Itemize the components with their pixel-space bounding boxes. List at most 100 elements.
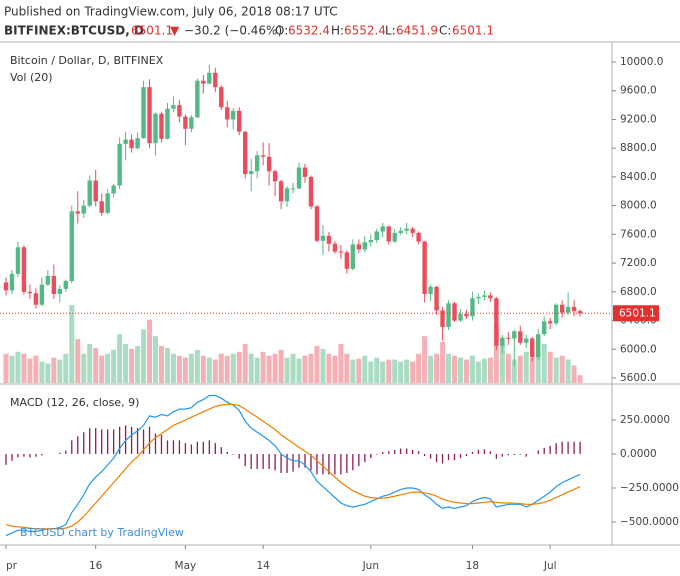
volume-bar bbox=[547, 351, 553, 383]
volume-bar bbox=[541, 344, 547, 383]
candle-body bbox=[260, 155, 266, 157]
volume-bar bbox=[290, 353, 296, 383]
candle-body bbox=[320, 235, 326, 241]
volume-bar bbox=[535, 353, 541, 383]
volume-bar bbox=[188, 353, 194, 383]
candle-body bbox=[524, 338, 529, 343]
volume-bar bbox=[266, 355, 272, 383]
open-label: O: bbox=[275, 24, 288, 38]
candle-body bbox=[356, 244, 362, 250]
candle-body bbox=[338, 251, 344, 253]
candle-body bbox=[9, 273, 15, 291]
volume-bar bbox=[63, 353, 69, 383]
volume-bar bbox=[21, 353, 27, 383]
volume-bar bbox=[111, 349, 117, 383]
volume-bar bbox=[499, 344, 505, 383]
candle-body bbox=[183, 116, 188, 129]
published-note: Published on TradingView.com, July 06, 2… bbox=[4, 5, 338, 19]
volume-bar bbox=[27, 358, 33, 383]
volume-bar bbox=[129, 348, 135, 383]
volume-bar bbox=[206, 357, 212, 383]
x-tick-label: 18 bbox=[466, 560, 479, 572]
candle-body bbox=[392, 232, 397, 242]
candle-body bbox=[416, 232, 421, 242]
y-tick-label: 10000.0 bbox=[620, 56, 663, 68]
volume-bar bbox=[200, 355, 206, 383]
volume-bar bbox=[356, 358, 362, 383]
high-label: H: bbox=[331, 24, 344, 38]
candle-body bbox=[254, 155, 260, 172]
candle-body bbox=[248, 171, 254, 175]
y-tick-label: 7600.0 bbox=[620, 228, 657, 240]
candle-body bbox=[153, 113, 158, 144]
volume-bar bbox=[170, 353, 176, 383]
volume-bar bbox=[296, 358, 302, 383]
candle-body bbox=[81, 205, 86, 214]
candle-body bbox=[15, 247, 21, 274]
candle-body bbox=[547, 321, 553, 324]
y-tick-label: −250.0000 bbox=[620, 482, 679, 494]
candle-body bbox=[332, 243, 338, 252]
candle-body bbox=[368, 240, 373, 243]
volume-bar bbox=[182, 357, 188, 383]
candle-body bbox=[266, 156, 272, 172]
candle-body bbox=[506, 337, 511, 339]
volume-bar bbox=[75, 339, 81, 383]
volume-bar bbox=[517, 355, 523, 383]
change: −30.2 (−0.46%) bbox=[184, 24, 282, 38]
volume-bar bbox=[69, 305, 75, 383]
volume-bar bbox=[284, 357, 290, 383]
volume-bar bbox=[314, 345, 320, 383]
candle-body bbox=[207, 72, 212, 84]
candle-body bbox=[577, 311, 583, 314]
volume-bar bbox=[446, 353, 452, 383]
candle-body bbox=[129, 139, 134, 149]
volume-bar bbox=[368, 361, 374, 383]
y-tick-label: 8800.0 bbox=[620, 142, 657, 154]
candle-body bbox=[308, 176, 314, 207]
volume-bar bbox=[559, 355, 565, 383]
volume-bar bbox=[553, 357, 559, 383]
macd-line bbox=[5, 394, 581, 537]
volume-bar bbox=[511, 359, 517, 383]
candle-body bbox=[225, 107, 230, 120]
candle-body bbox=[386, 226, 391, 242]
volume-bar bbox=[81, 353, 87, 383]
candle-body bbox=[51, 276, 57, 294]
volume-bar bbox=[302, 355, 308, 383]
volume-bar bbox=[242, 344, 248, 383]
candle-body bbox=[512, 331, 517, 339]
volume-bar bbox=[505, 353, 511, 383]
volume-bar bbox=[481, 358, 487, 383]
volume-bar bbox=[224, 355, 230, 383]
candle-body bbox=[290, 188, 296, 190]
candle-body bbox=[99, 201, 104, 213]
candle-body bbox=[565, 306, 571, 313]
candle-body bbox=[189, 117, 194, 129]
candle-body bbox=[87, 180, 92, 206]
plot bbox=[3, 64, 583, 537]
volume-bar bbox=[99, 355, 105, 383]
candle-body bbox=[21, 247, 27, 292]
candle-body bbox=[3, 282, 9, 291]
candle-body bbox=[344, 252, 350, 269]
candle-body bbox=[488, 295, 493, 299]
symbol: BITFINEX:BTCUSD, D bbox=[4, 24, 144, 38]
volume-title: Vol (20) bbox=[10, 71, 53, 84]
candle-body bbox=[231, 110, 236, 120]
volume-bar bbox=[3, 353, 9, 383]
candle-body bbox=[571, 306, 577, 312]
candle-body bbox=[75, 211, 80, 214]
volume-bar bbox=[212, 359, 218, 383]
candle-body bbox=[440, 310, 445, 327]
candle-body bbox=[93, 180, 98, 202]
volume-bar bbox=[33, 355, 39, 383]
x-tick-label: Jun bbox=[362, 560, 379, 572]
volume-bar bbox=[117, 334, 123, 383]
volume-bar bbox=[374, 357, 380, 383]
volume-bar bbox=[392, 359, 398, 383]
candle-body bbox=[213, 72, 218, 88]
candle-body bbox=[105, 193, 110, 213]
volume-bar bbox=[404, 359, 410, 383]
volume-bar bbox=[475, 361, 481, 383]
